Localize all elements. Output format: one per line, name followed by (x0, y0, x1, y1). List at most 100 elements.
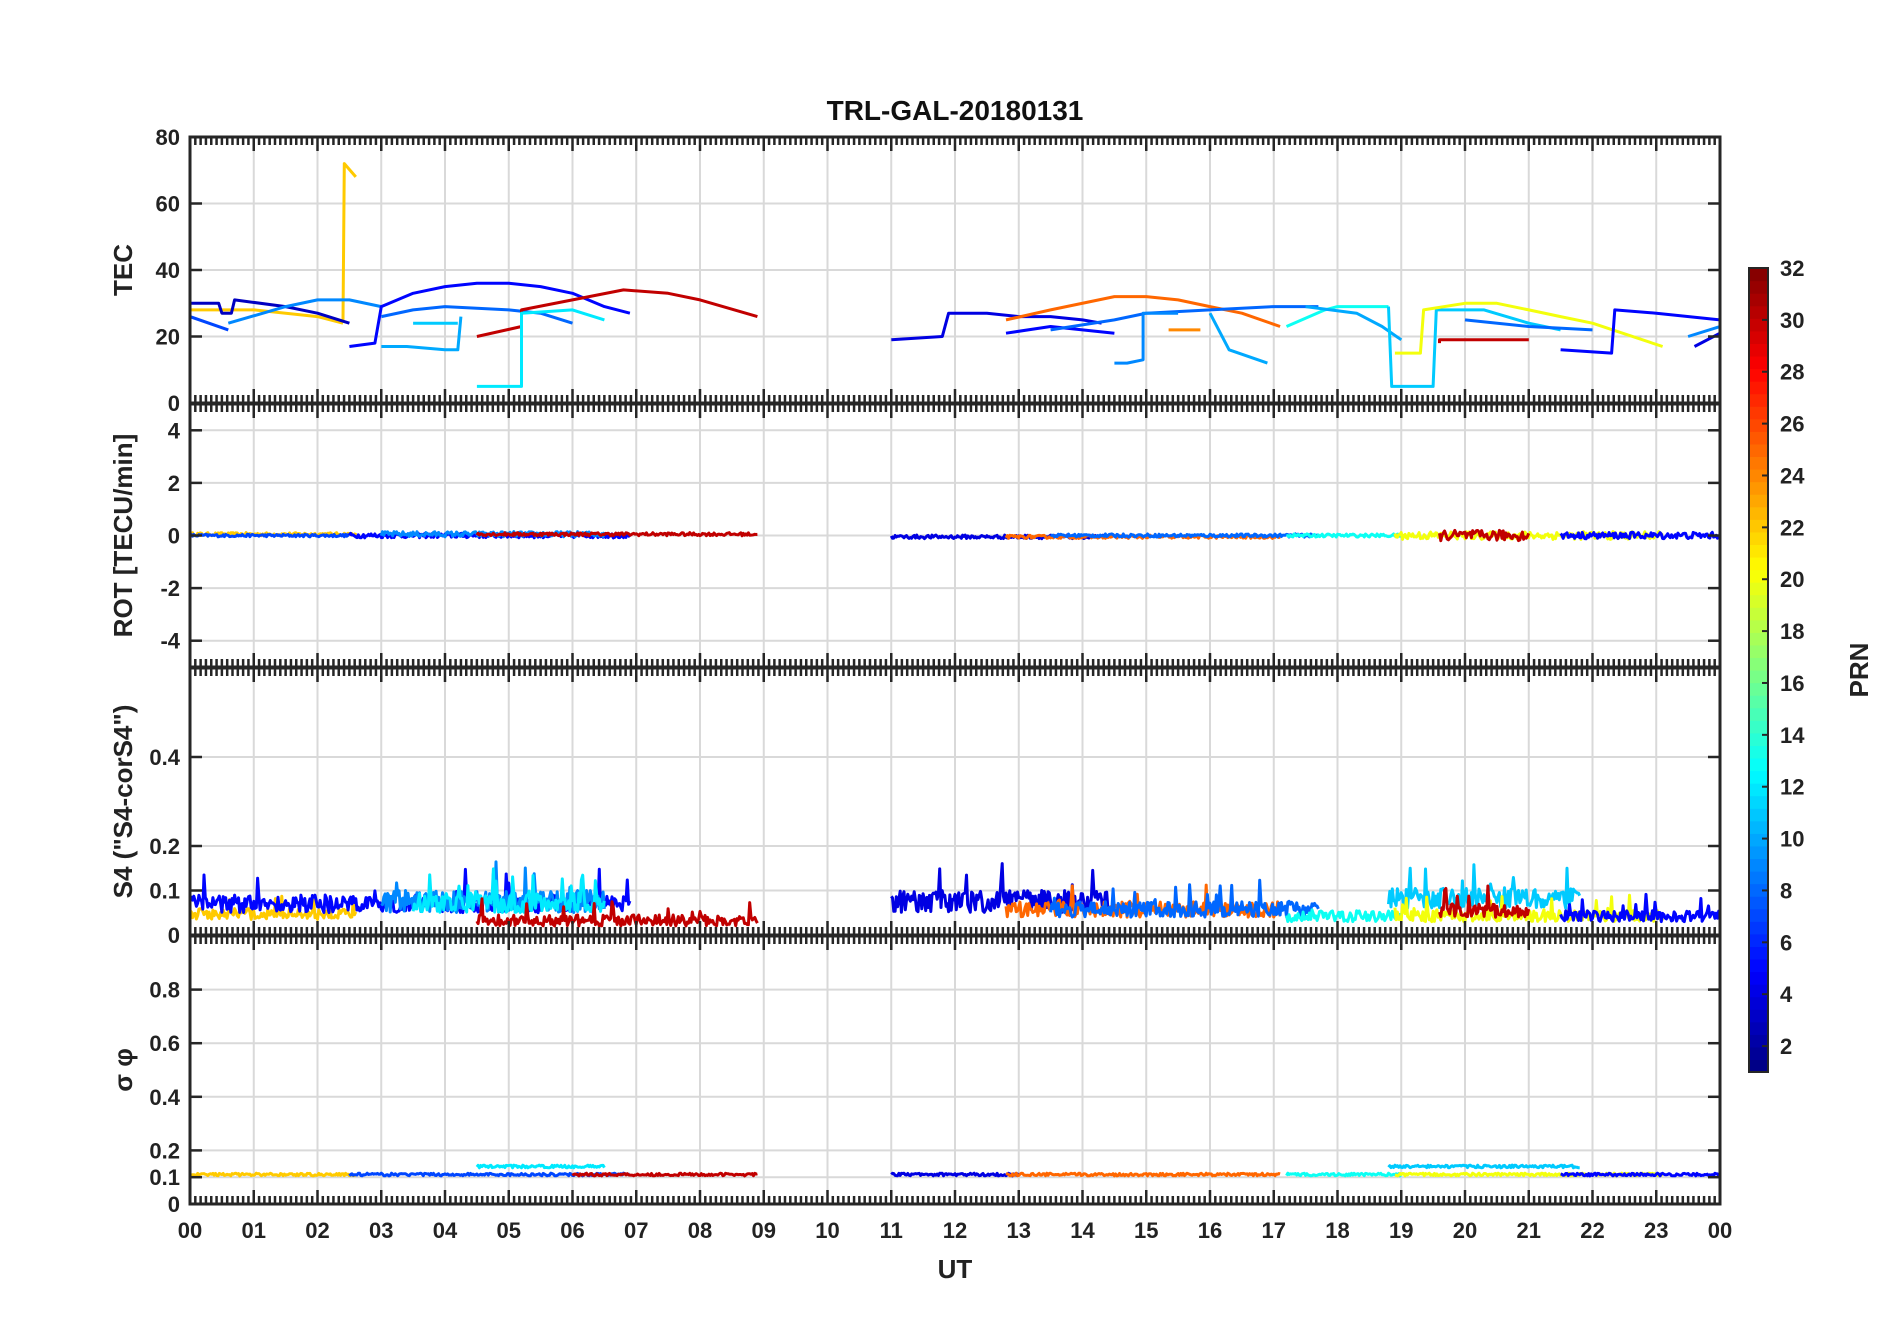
series-prn-22 (190, 894, 358, 921)
x-tick-label: 11 (880, 1218, 903, 1243)
colorbar-segment (1749, 1009, 1768, 1023)
colorbar-segment (1749, 393, 1768, 407)
colorbar-tick-label: 26 (1780, 412, 1804, 437)
series-prn-5 (1559, 530, 1720, 541)
colorbar-segment (1749, 506, 1768, 520)
colorbar-tick-label: 18 (1780, 619, 1804, 644)
y-tick-label: -2 (160, 576, 180, 601)
colorbar-segment (1749, 745, 1768, 759)
colorbar-segment (1749, 280, 1768, 294)
colorbar-segment (1749, 883, 1768, 897)
series-prn-7 (190, 315, 229, 332)
x-tick-label: 10 (815, 1218, 839, 1243)
y-axis-label: S4 ("S4-corS4") (108, 705, 138, 899)
y-tick-label: 0.1 (149, 879, 180, 904)
series-prn-5 (1559, 892, 1720, 924)
colorbar-segment (1749, 330, 1768, 344)
series-prn-30 (571, 1171, 758, 1178)
x-tick-label: 17 (1262, 1218, 1286, 1243)
colorbar-tick-label: 30 (1780, 308, 1804, 333)
colorbar-segment (1749, 984, 1768, 998)
colorbar-segment (1749, 1034, 1768, 1048)
series-prn-8 (1049, 878, 1320, 919)
y-tick-label: 0.1 (149, 1165, 180, 1190)
x-tick-label: 15 (1134, 1218, 1158, 1243)
y-tick-label: 0 (168, 923, 180, 948)
colorbar-segment (1749, 456, 1768, 470)
series-prn-9 (227, 298, 382, 325)
y-tick-label: 0.2 (149, 1138, 180, 1163)
colorbar-segment (1749, 996, 1768, 1010)
series-prn-4 (891, 311, 1102, 342)
series-prn-11 (1387, 306, 1561, 388)
colorbar-segment (1749, 971, 1768, 985)
x-tick-label: 07 (624, 1218, 648, 1243)
colorbar-segment (1749, 657, 1768, 671)
series-prn-8 (1050, 305, 1319, 332)
chart-title: TRL-GAL-20180131 (827, 95, 1084, 126)
colorbar-segment (1749, 268, 1768, 282)
colorbar-tick-label: 4 (1780, 982, 1793, 1007)
colorbar-segment (1749, 343, 1768, 357)
colorbar-segment (1749, 381, 1768, 395)
colorbar-segment (1749, 431, 1768, 445)
colorbar-segment (1749, 958, 1768, 973)
series-prn-13 (1285, 532, 1402, 539)
x-tick-label: 09 (752, 1218, 776, 1243)
series-prn-10 (1305, 305, 1403, 342)
colorbar-tick-label: 2 (1780, 1034, 1792, 1059)
series-prn-7 (190, 532, 351, 539)
colorbar-segment (1749, 1021, 1768, 1035)
x-tick-label: 20 (1453, 1218, 1477, 1243)
y-tick-label: 0 (168, 1192, 180, 1217)
x-tick-label: 23 (1644, 1218, 1668, 1243)
y-tick-label: 0.2 (149, 834, 180, 859)
x-tick-label: 22 (1580, 1218, 1604, 1243)
colorbar-tick-label: 24 (1780, 463, 1805, 488)
colorbar-segment (1749, 1046, 1768, 1061)
colorbar-segment (1749, 707, 1768, 721)
colorbar-segment (1749, 644, 1768, 659)
colorbar-segment (1749, 921, 1768, 935)
colorbar-segment (1749, 469, 1768, 483)
colorbar-segment (1749, 695, 1768, 709)
y-axis-label: TEC (108, 244, 138, 296)
colorbar-segment (1749, 481, 1768, 495)
colorbar-frame (1748, 267, 1769, 1073)
colorbar-segment (1749, 808, 1768, 822)
colorbar-segment (1749, 418, 1768, 432)
colorbar-segment (1749, 820, 1768, 834)
series-prn-9 (1114, 311, 1179, 365)
y-tick-label: 4 (168, 418, 181, 443)
colorbar-segment (1749, 732, 1768, 746)
y-tick-label: -4 (160, 629, 180, 654)
colorbar-segment (1749, 908, 1768, 922)
x-tick-label: 04 (433, 1218, 458, 1243)
colorbar-tick-label: 20 (1780, 567, 1804, 592)
y-tick-label: 40 (156, 258, 180, 283)
series-prn-8 (1464, 318, 1593, 332)
series-prn-30 (475, 531, 758, 538)
series-prn-10 (381, 316, 463, 352)
y-tick-label: 60 (156, 192, 180, 217)
series-group (190, 1163, 1720, 1178)
colorbar-segment (1749, 670, 1768, 684)
series-prn-12 (476, 308, 605, 388)
y-tick-label: 80 (156, 125, 180, 150)
series-group (190, 860, 1720, 928)
colorbar-segment (1749, 607, 1768, 621)
colorbar-tick-label: 14 (1780, 723, 1805, 748)
colorbar-segment (1749, 305, 1768, 319)
colorbar-segment (1749, 368, 1768, 382)
colorbar-tick-label: 6 (1780, 930, 1792, 955)
x-tick-label: 12 (943, 1218, 967, 1243)
colorbar-segment (1749, 1059, 1768, 1073)
colorbar-segment (1749, 720, 1768, 734)
colorbar-tick-label: 12 (1780, 775, 1804, 800)
x-tick-label: 06 (560, 1218, 584, 1243)
panel-1: -4 -2 0 2 4 ROT [TECU/min] (108, 402, 1722, 669)
colorbar-tick-label: 8 (1780, 878, 1792, 903)
series-prn-30 (475, 897, 759, 928)
colorbar-segment (1749, 556, 1768, 571)
